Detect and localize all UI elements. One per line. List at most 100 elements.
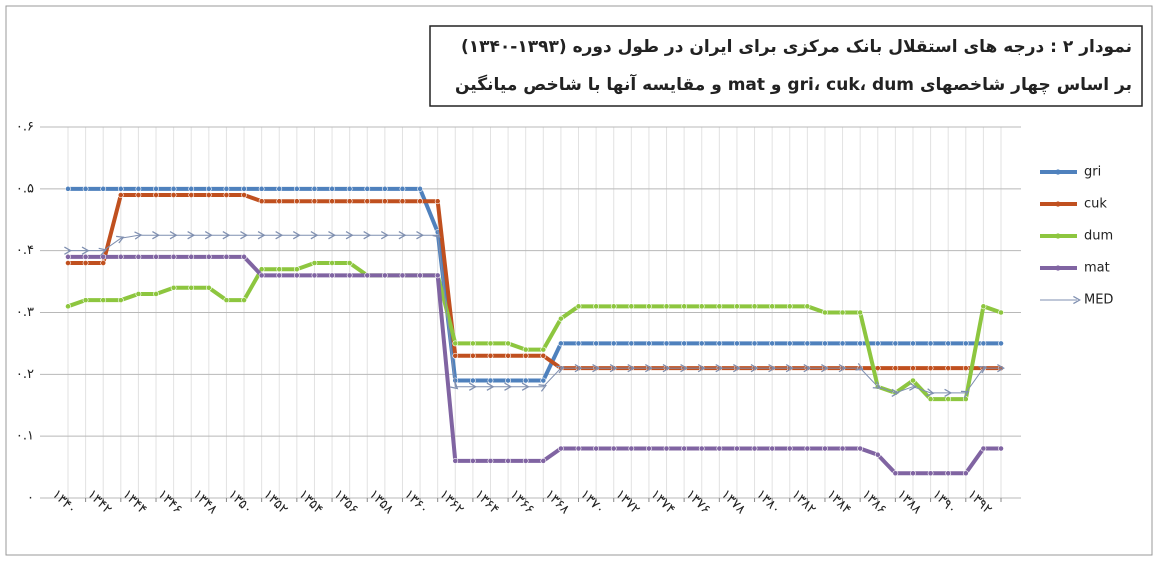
point xyxy=(382,186,387,191)
chart: نمودار ۲ : درجه های استقلال بانک مرکزی ب… xyxy=(0,0,1158,561)
x-tick-label: ۱۳۸۸ xyxy=(894,487,924,517)
x-tick-label: ۱۳۷۰ xyxy=(577,487,607,517)
point xyxy=(259,273,264,278)
point xyxy=(523,353,528,358)
point xyxy=(822,446,827,451)
point xyxy=(805,341,810,346)
point xyxy=(136,291,141,296)
point xyxy=(435,273,440,278)
point xyxy=(153,291,158,296)
point xyxy=(83,254,88,259)
point xyxy=(787,304,792,309)
x-tick-label: ۱۳۷۲ xyxy=(612,487,642,517)
x-tick-label: ۱۳۸۰ xyxy=(753,487,783,517)
point xyxy=(752,446,757,451)
point xyxy=(629,446,634,451)
point xyxy=(118,298,123,303)
point xyxy=(946,471,951,476)
point xyxy=(470,353,475,358)
point xyxy=(875,452,880,457)
point xyxy=(928,341,933,346)
point xyxy=(858,341,863,346)
point xyxy=(241,192,246,197)
point xyxy=(611,446,616,451)
point xyxy=(699,304,704,309)
y-tick-label: ۰.۵ xyxy=(16,181,34,196)
x-tick-label: ۱۳۴۸ xyxy=(190,487,220,517)
point xyxy=(840,446,845,451)
x-tick-label: ۱۳۵۶ xyxy=(331,487,361,517)
point xyxy=(347,199,352,204)
x-tick-label: ۱۳۹۲ xyxy=(964,487,994,517)
point xyxy=(998,310,1003,315)
point xyxy=(329,260,334,265)
point xyxy=(946,396,951,401)
point xyxy=(101,260,106,265)
point xyxy=(417,199,422,204)
point xyxy=(699,446,704,451)
point xyxy=(875,366,880,371)
point xyxy=(646,446,651,451)
point xyxy=(699,341,704,346)
x-tick-label: ۱۳۷۸ xyxy=(718,487,748,517)
point xyxy=(153,254,158,259)
point xyxy=(453,353,458,358)
x-tick-label: ۱۳۵۲ xyxy=(260,487,290,517)
point xyxy=(910,341,915,346)
point xyxy=(523,458,528,463)
point xyxy=(101,186,106,191)
point xyxy=(893,366,898,371)
x-tick-label: ۱۳۴۴ xyxy=(119,487,149,517)
point xyxy=(83,260,88,265)
point xyxy=(981,446,986,451)
point xyxy=(206,192,211,197)
point xyxy=(206,186,211,191)
point xyxy=(453,378,458,383)
point xyxy=(118,186,123,191)
x-tick-label: ۱۳۷۴ xyxy=(647,487,677,517)
point xyxy=(928,366,933,371)
point xyxy=(83,186,88,191)
point xyxy=(682,341,687,346)
point xyxy=(153,186,158,191)
point xyxy=(365,186,370,191)
legend-marker xyxy=(1055,265,1060,270)
point xyxy=(981,304,986,309)
point xyxy=(277,273,282,278)
point xyxy=(822,341,827,346)
x-tick-label: ۱۳۶۴ xyxy=(471,487,501,517)
point xyxy=(664,341,669,346)
point xyxy=(734,341,739,346)
point xyxy=(594,304,599,309)
point xyxy=(294,273,299,278)
x-tick-label: ۱۳۵۴ xyxy=(295,487,325,517)
point xyxy=(928,471,933,476)
point xyxy=(858,446,863,451)
point xyxy=(488,378,493,383)
point xyxy=(259,199,264,204)
point xyxy=(417,273,422,278)
point xyxy=(717,446,722,451)
point xyxy=(470,378,475,383)
point xyxy=(558,341,563,346)
legend-label: cuk xyxy=(1084,197,1107,212)
point xyxy=(893,341,898,346)
point xyxy=(277,267,282,272)
point xyxy=(717,304,722,309)
series-line xyxy=(68,189,1001,381)
chart-title: نمودار ۲ : درجه های استقلال بانک مرکزی ب… xyxy=(461,37,1132,57)
chart-subtitle: بر اساس چهار شاخصهای gri، cuk، dum و mat… xyxy=(455,73,1132,95)
point xyxy=(717,341,722,346)
point xyxy=(488,353,493,358)
point xyxy=(629,341,634,346)
point xyxy=(893,471,898,476)
point xyxy=(347,186,352,191)
point xyxy=(682,304,687,309)
point xyxy=(998,341,1003,346)
legend-marker xyxy=(1055,233,1060,238)
point xyxy=(382,199,387,204)
point xyxy=(171,186,176,191)
point xyxy=(752,341,757,346)
x-tick-label: ۱۳۶۲ xyxy=(436,487,466,517)
point xyxy=(294,267,299,272)
